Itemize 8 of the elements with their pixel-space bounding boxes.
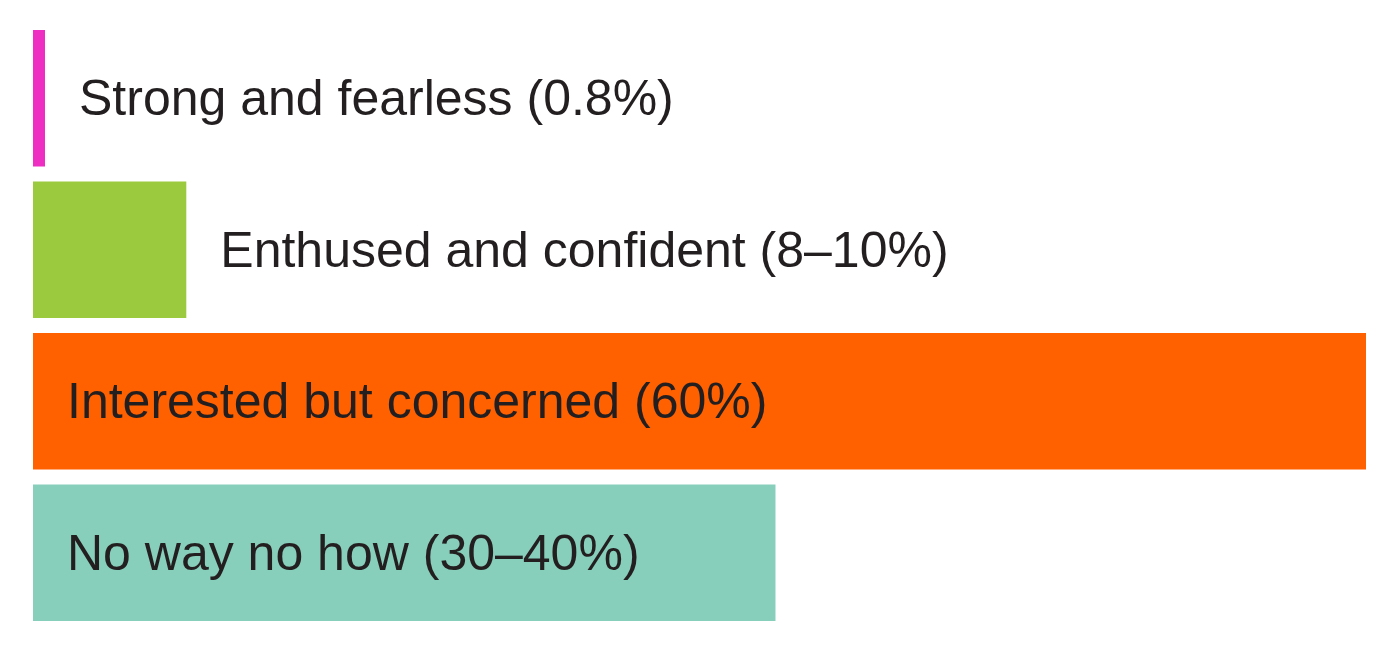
y-tick-label: Enthused and confident (8–10%) — [220, 221, 949, 278]
bar — [33, 181, 187, 318]
bar — [33, 333, 1366, 470]
bar — [33, 484, 776, 621]
bar — [33, 30, 45, 167]
y-tick-label: No way no how (30–40%) — [67, 524, 640, 581]
y-tick-label: Strong and fearless (0.8%) — [79, 70, 674, 127]
y-tick-label: Interested but concerned (60%) — [67, 373, 768, 430]
